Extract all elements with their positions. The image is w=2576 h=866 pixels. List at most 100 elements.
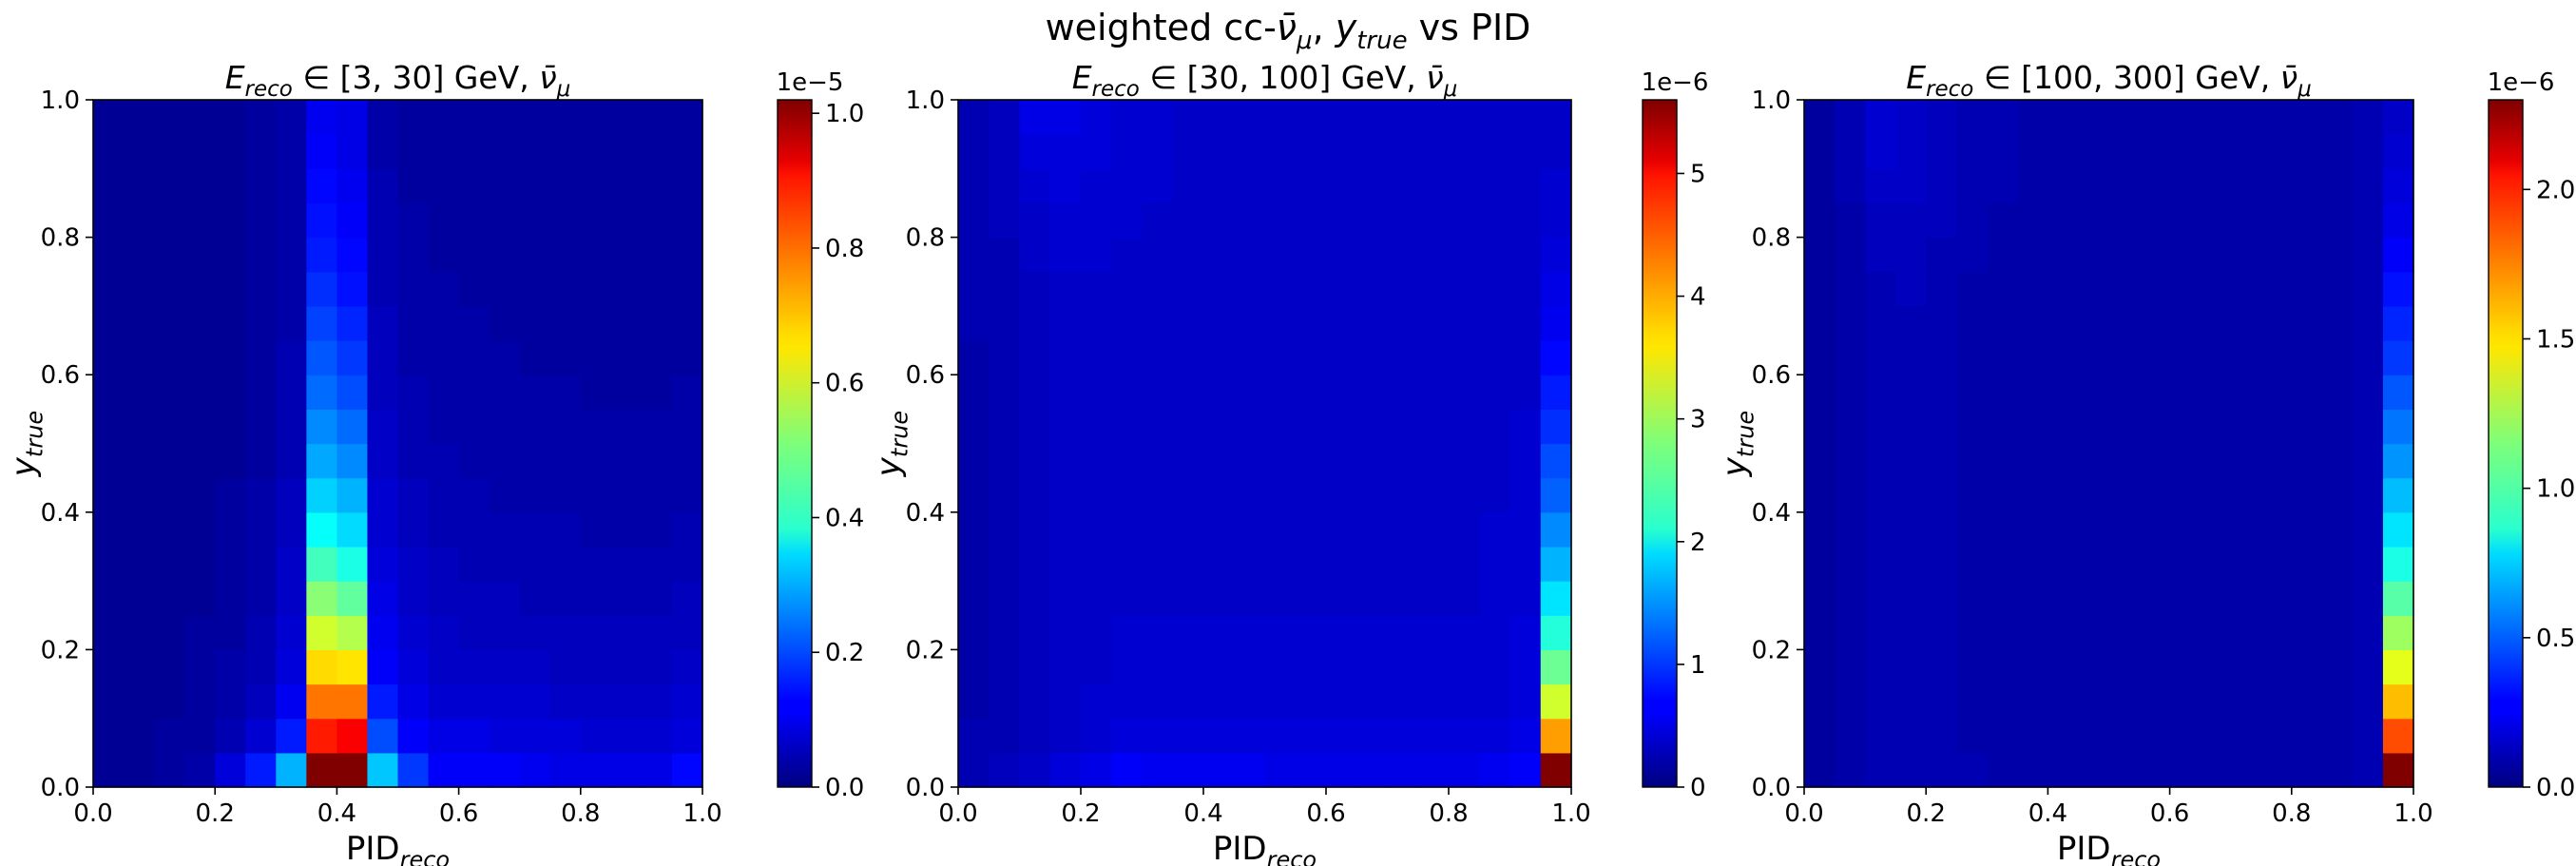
colorbar-tick-label: 0.0	[825, 774, 864, 802]
heatmap-cell	[1926, 168, 1957, 204]
heatmap-cell	[2078, 375, 2110, 410]
heatmap-cell	[1295, 477, 1327, 513]
heatmap-cell	[519, 443, 551, 479]
heatmap-cell	[2108, 237, 2141, 273]
heatmap-cell	[1111, 649, 1144, 685]
heatmap-cell	[2321, 100, 2354, 135]
heatmap-cell	[1987, 271, 2018, 307]
heatmap-cell	[610, 683, 643, 720]
heatmap-cell	[989, 718, 1021, 754]
heatmap-cell	[1234, 718, 1266, 754]
heatmap-cell	[1479, 168, 1511, 204]
heatmap-cell	[1865, 100, 1896, 135]
heatmap-cell	[1081, 375, 1112, 410]
heatmap-cell	[428, 237, 460, 273]
heatmap-cell	[1509, 546, 1542, 582]
heatmap-cell	[580, 202, 612, 239]
heatmap-cell	[641, 649, 673, 685]
heatmap-cell	[306, 168, 337, 204]
heatmap-cell	[1356, 409, 1389, 445]
heatmap-cell	[215, 237, 246, 273]
heatmap-cell	[2321, 134, 2354, 169]
heatmap-cell	[1804, 168, 1836, 204]
heatmap-cell	[306, 202, 337, 239]
heatmap-cell	[215, 100, 246, 135]
heatmap-cell	[2108, 752, 2141, 788]
heatmap-cell	[1111, 168, 1144, 204]
heatmap-cell	[1142, 546, 1174, 582]
heatmap-cell	[1835, 581, 1866, 616]
heatmap-cell	[1417, 581, 1450, 616]
heatmap-cell	[428, 718, 460, 754]
heatmap-cell	[1835, 237, 1866, 273]
y-tick-label: 0.0	[906, 774, 945, 802]
heatmap-cell	[124, 546, 155, 582]
heatmap-cell	[1956, 581, 1988, 616]
heatmap-cell	[2260, 202, 2293, 239]
heatmap-cell	[519, 202, 551, 239]
heatmap-cell	[336, 511, 369, 548]
heatmap-cell	[1865, 615, 1896, 650]
heatmap-cell	[1417, 511, 1450, 548]
heatmap-cell	[1987, 581, 2018, 616]
heatmap-cell	[1111, 581, 1144, 616]
heatmap-cell	[1987, 511, 2018, 548]
heatmap-cell	[2169, 271, 2201, 307]
heatmap-cell	[1417, 100, 1450, 135]
heatmap-cell	[215, 581, 246, 616]
heatmap-cell	[1540, 443, 1572, 479]
heatmap-cell	[1049, 100, 1082, 135]
heatmap-cell	[2352, 477, 2384, 513]
heatmap-cell	[1111, 477, 1144, 513]
heatmap-cell	[2200, 581, 2232, 616]
x-axis-label: PIDreco	[346, 830, 450, 866]
heatmap-cell	[2260, 375, 2293, 410]
heatmap-cell	[397, 340, 430, 375]
heatmap-cell	[1956, 340, 1988, 375]
heatmap-cell	[245, 546, 277, 582]
heatmap-cell	[93, 100, 125, 135]
heatmap-cell	[489, 581, 521, 616]
heatmap-cell	[1417, 718, 1450, 754]
heatmap-cell	[2260, 683, 2293, 720]
heatmap-cell	[184, 271, 216, 307]
heatmap-cell	[1019, 511, 1051, 548]
heatmap-cell	[1926, 615, 1957, 650]
heatmap-cell	[1926, 477, 1957, 513]
heatmap-cell	[1449, 305, 1480, 341]
heatmap-cell	[610, 340, 643, 375]
heatmap-cell	[124, 340, 155, 375]
heatmap-cell	[336, 581, 369, 616]
heatmap-cell	[519, 718, 551, 754]
heatmap-cell	[215, 168, 246, 204]
heatmap-cell	[306, 615, 337, 650]
heatmap-cell	[154, 581, 185, 616]
heatmap-cell	[2017, 752, 2048, 788]
x-tick-label: 1.0	[1551, 799, 1590, 828]
heatmap-cell	[1835, 752, 1866, 788]
heatmap-cell	[1540, 511, 1572, 548]
heatmap-cell	[2078, 683, 2110, 720]
heatmap-cell	[2047, 649, 2080, 685]
heatmap-cell	[1234, 202, 1266, 239]
heatmap-cell	[1926, 202, 1957, 239]
heatmap-cell	[641, 168, 673, 204]
heatmap-cell	[1479, 615, 1511, 650]
heatmap-cell	[184, 581, 216, 616]
heatmap-cell	[549, 615, 582, 650]
heatmap-cell	[336, 477, 369, 513]
heatmap-cell	[2230, 237, 2262, 273]
heatmap-cell	[1326, 134, 1357, 169]
heatmap-cell	[428, 615, 460, 650]
heatmap-cell	[1926, 305, 1957, 341]
heatmap-cell	[489, 615, 521, 650]
heatmap-cell	[2352, 375, 2384, 410]
heatmap-cell	[1865, 649, 1896, 685]
heatmap-cell	[1926, 581, 1957, 616]
heatmap-cell	[276, 649, 307, 685]
heatmap-cell	[154, 134, 185, 169]
heatmap-cell	[1956, 409, 1988, 445]
heatmap-cell	[1895, 581, 1927, 616]
heatmap-cell	[276, 100, 307, 135]
heatmap-cell	[1203, 375, 1235, 410]
